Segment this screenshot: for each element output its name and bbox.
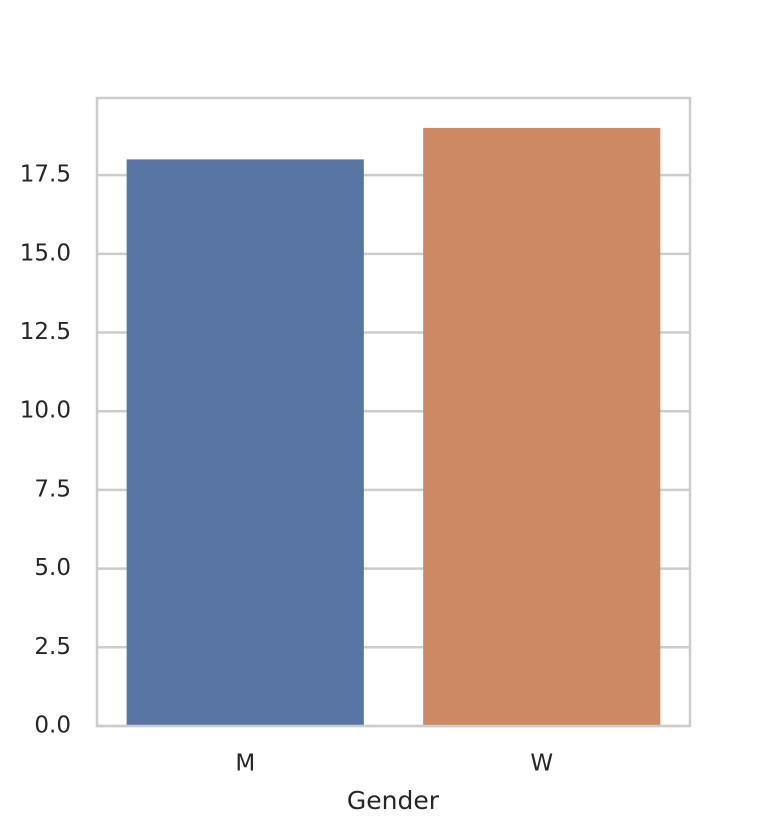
y-tick-label: 5.0 [34, 555, 71, 581]
y-tick-label: 12.5 [20, 319, 71, 345]
plot-frame [95, 96, 692, 728]
bar [126, 159, 364, 727]
y-tick-label: 0.0 [34, 713, 71, 739]
x-tick-label: M [235, 751, 255, 777]
y-tick-label: 7.5 [34, 476, 71, 502]
x-tick-label: W [530, 751, 553, 777]
y-tick-label: 10.0 [20, 398, 71, 424]
x-axis-label: Gender [347, 786, 440, 815]
y-tick-label: 17.5 [20, 162, 71, 188]
y-tick-label: 2.5 [34, 634, 71, 660]
y-tick-label: 15.0 [20, 240, 71, 266]
bar [423, 127, 661, 726]
